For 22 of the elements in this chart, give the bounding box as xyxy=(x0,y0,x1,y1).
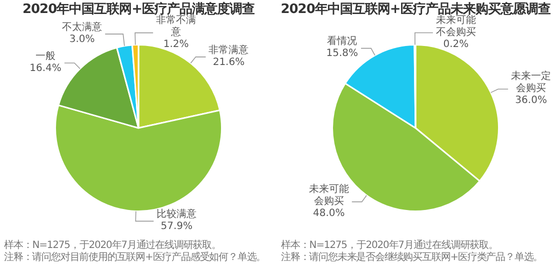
data-label: 48.0% xyxy=(312,208,346,220)
slice-label: 未来可能会购买 xyxy=(308,184,350,208)
slice-label: 比较满意 xyxy=(156,209,198,222)
slice-label: 非常不满意 xyxy=(156,14,196,39)
slice-label: 未来可能不会购买 xyxy=(436,14,476,39)
data-label: 15.8% xyxy=(325,48,360,60)
data-label: 57.9% xyxy=(160,221,194,234)
text: 注释：请问您未来是否会继续购买互联网+医疗类产品？单选。 xyxy=(281,252,544,264)
text: 样本：N=1275，于2020年7月通过在线调研获取。 xyxy=(281,240,499,252)
slice-label: 看情况 xyxy=(326,36,358,48)
slice-label: 一般 xyxy=(34,51,57,64)
slice-label: 不太满意 xyxy=(61,22,104,34)
data-label: 3.0% xyxy=(68,34,96,46)
data-label: 0.2% xyxy=(442,38,470,51)
text: 样本：N=1275，于2020年7月通过在线调研获取。 xyxy=(4,240,222,252)
data-label: 36.0% xyxy=(514,95,548,108)
text: 注释：请问您对目前使用的互联网+医疗产品感受如何？单选。 xyxy=(4,252,267,264)
data-label: 1.2% xyxy=(162,38,190,51)
slice-label: 非常满意 xyxy=(208,44,250,57)
slice-label: 未来一定会购买 xyxy=(510,71,552,96)
data-label: 16.4% xyxy=(28,63,62,76)
data-label: 21.6% xyxy=(212,56,246,69)
